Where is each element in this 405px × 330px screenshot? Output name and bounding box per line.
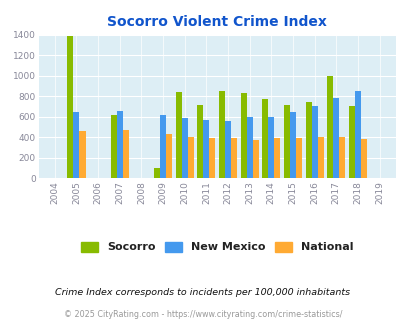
Bar bbox=[209, 138, 215, 178]
Bar bbox=[197, 105, 203, 178]
Bar bbox=[262, 99, 268, 178]
Bar bbox=[283, 105, 289, 178]
Bar bbox=[117, 111, 122, 178]
Bar bbox=[289, 112, 295, 178]
Bar bbox=[111, 115, 117, 178]
Bar bbox=[317, 137, 323, 178]
Bar bbox=[354, 91, 360, 178]
Bar bbox=[79, 131, 85, 178]
Bar bbox=[333, 98, 339, 178]
Bar bbox=[274, 138, 280, 178]
Title: Socorro Violent Crime Index: Socorro Violent Crime Index bbox=[107, 15, 326, 29]
Bar bbox=[160, 115, 166, 178]
Bar bbox=[230, 138, 237, 178]
Bar bbox=[326, 76, 333, 178]
Bar bbox=[122, 130, 128, 178]
Text: © 2025 CityRating.com - https://www.cityrating.com/crime-statistics/: © 2025 CityRating.com - https://www.city… bbox=[64, 310, 341, 319]
Bar bbox=[252, 140, 258, 178]
Bar bbox=[187, 137, 193, 178]
Bar bbox=[246, 117, 252, 178]
Bar bbox=[339, 137, 345, 178]
Bar bbox=[218, 91, 224, 178]
Bar bbox=[153, 168, 160, 178]
Bar bbox=[175, 91, 181, 178]
Bar bbox=[305, 102, 311, 178]
Legend: Socorro, New Mexico, National: Socorro, New Mexico, National bbox=[77, 238, 356, 256]
Bar bbox=[311, 106, 317, 178]
Bar bbox=[181, 118, 187, 178]
Bar bbox=[348, 106, 354, 178]
Bar bbox=[73, 112, 79, 178]
Bar bbox=[67, 36, 73, 178]
Bar bbox=[166, 134, 172, 178]
Bar bbox=[224, 121, 230, 178]
Bar bbox=[203, 120, 209, 178]
Bar bbox=[360, 139, 366, 178]
Text: Crime Index corresponds to incidents per 100,000 inhabitants: Crime Index corresponds to incidents per… bbox=[55, 287, 350, 297]
Bar bbox=[295, 138, 301, 178]
Bar bbox=[268, 117, 274, 178]
Bar bbox=[240, 93, 246, 178]
